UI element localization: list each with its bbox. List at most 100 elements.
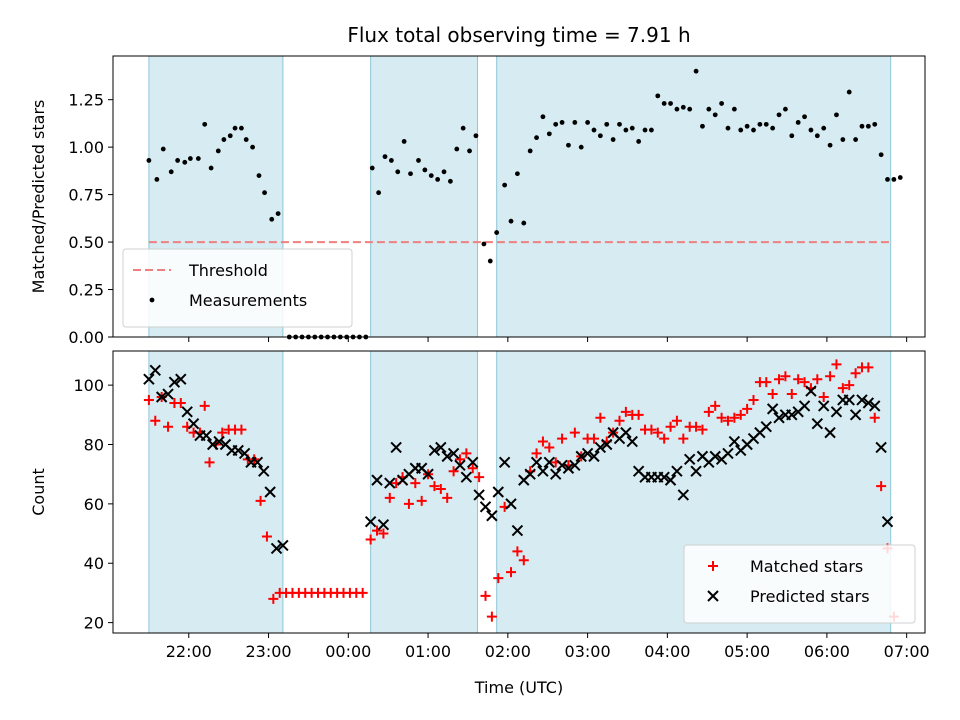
predicted-stars-point <box>277 539 289 552</box>
predicted-stars-point <box>811 418 824 430</box>
matched-stars-point <box>691 421 702 432</box>
matched-stars-point <box>429 481 440 492</box>
matched-stars-point <box>199 400 210 411</box>
measurements-point <box>416 158 421 163</box>
matched-stars-point <box>442 492 453 503</box>
predicted-stars-point <box>232 444 244 457</box>
measurements-point <box>738 127 744 133</box>
matched-stars-point <box>869 412 880 423</box>
predicted-stars-point <box>658 471 670 483</box>
measurements-point <box>572 120 578 125</box>
predicted-stars-point <box>683 453 696 466</box>
predicted-stars-point <box>435 441 447 454</box>
predicted-stars-point <box>549 468 562 480</box>
measurements-point <box>508 218 514 224</box>
matched-stars-point <box>474 472 485 483</box>
matched-stars-point <box>163 421 174 432</box>
measurements-point <box>763 121 769 127</box>
matched-stars-point <box>818 392 829 403</box>
observing-interval <box>370 55 479 338</box>
x-tick-label: 22:00 <box>166 642 212 661</box>
measurements-point <box>859 123 865 129</box>
predicted-stars-point <box>162 388 174 400</box>
predicted-stars-point <box>206 438 219 451</box>
predicted-stars-point <box>594 441 607 454</box>
predicted-stars-point <box>556 459 568 471</box>
predicted-stars-point <box>270 542 283 555</box>
chart-title: Flux total observing time = 7.91 h <box>347 23 690 47</box>
matched-stars-point <box>384 492 395 503</box>
predicted-stars-point <box>486 510 498 522</box>
matched-stars-point <box>831 359 842 370</box>
measurements-point <box>146 158 152 163</box>
predicted-stars-point <box>830 406 843 418</box>
predicted-stars-point <box>505 498 517 510</box>
legend-label: Threshold <box>188 261 268 280</box>
measurements-point <box>661 101 667 106</box>
matched-stars-point <box>493 573 504 584</box>
predicted-stars-point <box>766 403 779 415</box>
measurements-point <box>744 123 750 129</box>
predicted-stars-point <box>492 486 504 498</box>
predicted-stars-point <box>530 456 543 469</box>
x-tick-label: 02:00 <box>485 642 531 661</box>
matched-stars-point <box>659 433 670 444</box>
measurements-point <box>376 190 382 196</box>
matched-stars-point <box>716 412 727 423</box>
measurements-point <box>239 125 244 131</box>
predicted-stars-point <box>479 501 492 513</box>
matched-stars-point <box>518 555 529 566</box>
predicted-stars-point <box>149 364 161 377</box>
predicted-stars-point <box>390 441 402 454</box>
measurements-point <box>168 169 174 175</box>
matched-stars-point <box>372 525 383 536</box>
measurements-point <box>712 112 718 118</box>
predicted-stars-point <box>728 435 741 448</box>
measurements-point <box>846 89 852 95</box>
measurements-point <box>487 258 493 264</box>
measurements-point <box>473 133 479 139</box>
measurements-point <box>872 121 878 127</box>
measurements-point <box>789 133 795 139</box>
matched-stars-point <box>217 427 228 438</box>
measurements-point <box>808 127 814 133</box>
predicted-stars-point <box>524 468 536 480</box>
measurements-point <box>232 125 238 131</box>
predicted-stars-point <box>454 459 466 471</box>
matched-stars-point <box>812 374 823 385</box>
matched-stars-point <box>357 587 368 598</box>
measurements-point <box>636 139 642 144</box>
predicted-stars-point <box>155 391 168 403</box>
matched-stars-point <box>569 427 580 438</box>
measurements-point <box>680 104 686 110</box>
measurements-point <box>566 142 571 148</box>
predicted-stars-point <box>671 465 683 477</box>
x-tick-label: 23:00 <box>245 642 291 661</box>
predicted-stars-point <box>511 524 524 537</box>
matched-stars-point <box>620 406 631 417</box>
matched-stars-point <box>595 412 606 423</box>
matched-stars-point <box>697 424 708 435</box>
measurements-point <box>546 131 552 137</box>
predicted-stars-point <box>824 426 836 439</box>
measurements-point <box>262 190 267 196</box>
measurements-point <box>515 171 520 177</box>
measurements-point <box>617 121 622 127</box>
measurements-point <box>814 133 820 139</box>
matched-stars-point <box>876 481 887 492</box>
predicted-stars-point <box>722 447 734 460</box>
measurements-point <box>215 148 221 154</box>
matched-stars-point <box>544 442 555 453</box>
predicted-stars-point <box>760 420 772 433</box>
predicted-stars-point <box>601 438 613 451</box>
y-tick-label: 1.00 <box>68 138 104 157</box>
matched-stars-point <box>403 498 414 509</box>
measurements-point <box>802 114 807 120</box>
measurements-point <box>256 173 262 179</box>
y-axis-label: Count <box>29 468 48 516</box>
predicted-stars-point <box>875 441 887 454</box>
measurements-point <box>604 121 610 127</box>
predicted-stars-point <box>869 400 881 412</box>
predicted-stars-point <box>690 465 702 477</box>
measurements-point <box>428 173 434 179</box>
